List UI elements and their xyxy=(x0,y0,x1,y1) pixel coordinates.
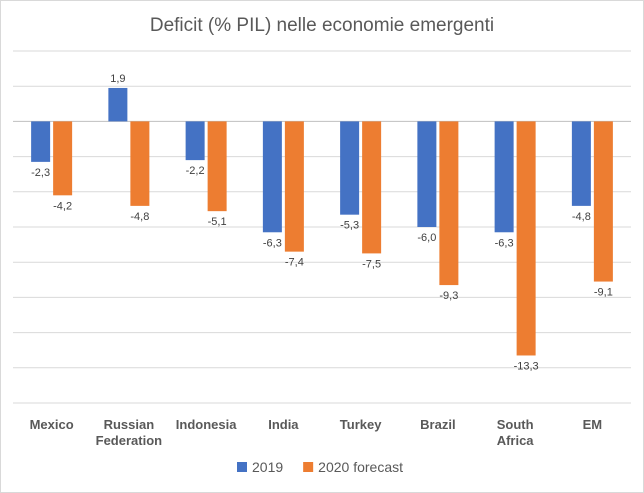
x-axis-tick-labels: Mexico Russian Federation Indonesia India Tur… xyxy=(30,417,603,448)
bar-2019-1 xyxy=(108,87,128,122)
legend: 2019 2020 forecast xyxy=(237,459,403,475)
data-label: -6,0 xyxy=(417,232,436,244)
chart-title: Deficit (% PIL) nelle economie emergenti xyxy=(150,15,494,36)
bar-2019-0 xyxy=(31,121,51,162)
bar-2020-forecast-2 xyxy=(207,121,227,212)
bar-2019-5 xyxy=(417,121,437,227)
bar-2019-2 xyxy=(185,121,205,161)
data-label: -5,1 xyxy=(208,216,227,228)
gridlines xyxy=(13,50,631,404)
bar-2020-forecast-0 xyxy=(53,121,73,196)
bar-2020-forecast-5 xyxy=(439,121,459,286)
bar-2019-7 xyxy=(571,121,591,206)
data-label: -2,3 xyxy=(31,167,50,179)
bar-2019-4 xyxy=(340,121,360,215)
bars xyxy=(31,87,613,356)
x-tick-label: Brazil xyxy=(420,417,455,432)
data-label: -4,8 xyxy=(130,211,149,223)
data-label: -6,3 xyxy=(495,237,514,249)
bar-2019-3 xyxy=(262,121,282,233)
data-labels: -2,3-4,21,9-4,8-2,2-5,1-6,3-7,4-5,3-7,5-… xyxy=(31,73,613,373)
data-label: -7,5 xyxy=(362,258,381,270)
data-label: -7,4 xyxy=(285,257,304,269)
data-label: -2,2 xyxy=(186,165,205,177)
data-label: -6,3 xyxy=(263,237,282,249)
data-label: 1,9 xyxy=(110,73,125,85)
x-tick-label: Indonesia xyxy=(176,417,237,432)
x-tick-label: EM xyxy=(583,417,603,432)
data-label: -13,3 xyxy=(514,360,539,372)
data-label: -4,8 xyxy=(572,211,591,223)
data-label: -9,3 xyxy=(439,290,458,302)
x-tick-label: India xyxy=(268,417,299,432)
data-label: -5,3 xyxy=(340,220,359,232)
bar-2020-forecast-6 xyxy=(516,121,536,356)
bar-2020-forecast-4 xyxy=(362,121,382,254)
data-label: -9,1 xyxy=(594,287,613,299)
x-tick-label: South Africa xyxy=(497,417,535,448)
legend-label: 2020 forecast xyxy=(318,459,403,475)
bar-2019-6 xyxy=(494,121,514,233)
x-tick-label: Mexico xyxy=(30,417,74,432)
data-label: -4,2 xyxy=(53,200,72,212)
bar-2020-forecast-1 xyxy=(130,121,150,206)
bar-2020-forecast-3 xyxy=(284,121,304,252)
x-tick-label: Russian Federation xyxy=(96,417,163,448)
x-tick-label: Turkey xyxy=(340,417,382,432)
legend-swatch xyxy=(237,462,247,472)
legend-label: 2019 xyxy=(252,459,283,475)
bar-2020-forecast-7 xyxy=(593,121,613,282)
legend-swatch xyxy=(303,462,314,472)
